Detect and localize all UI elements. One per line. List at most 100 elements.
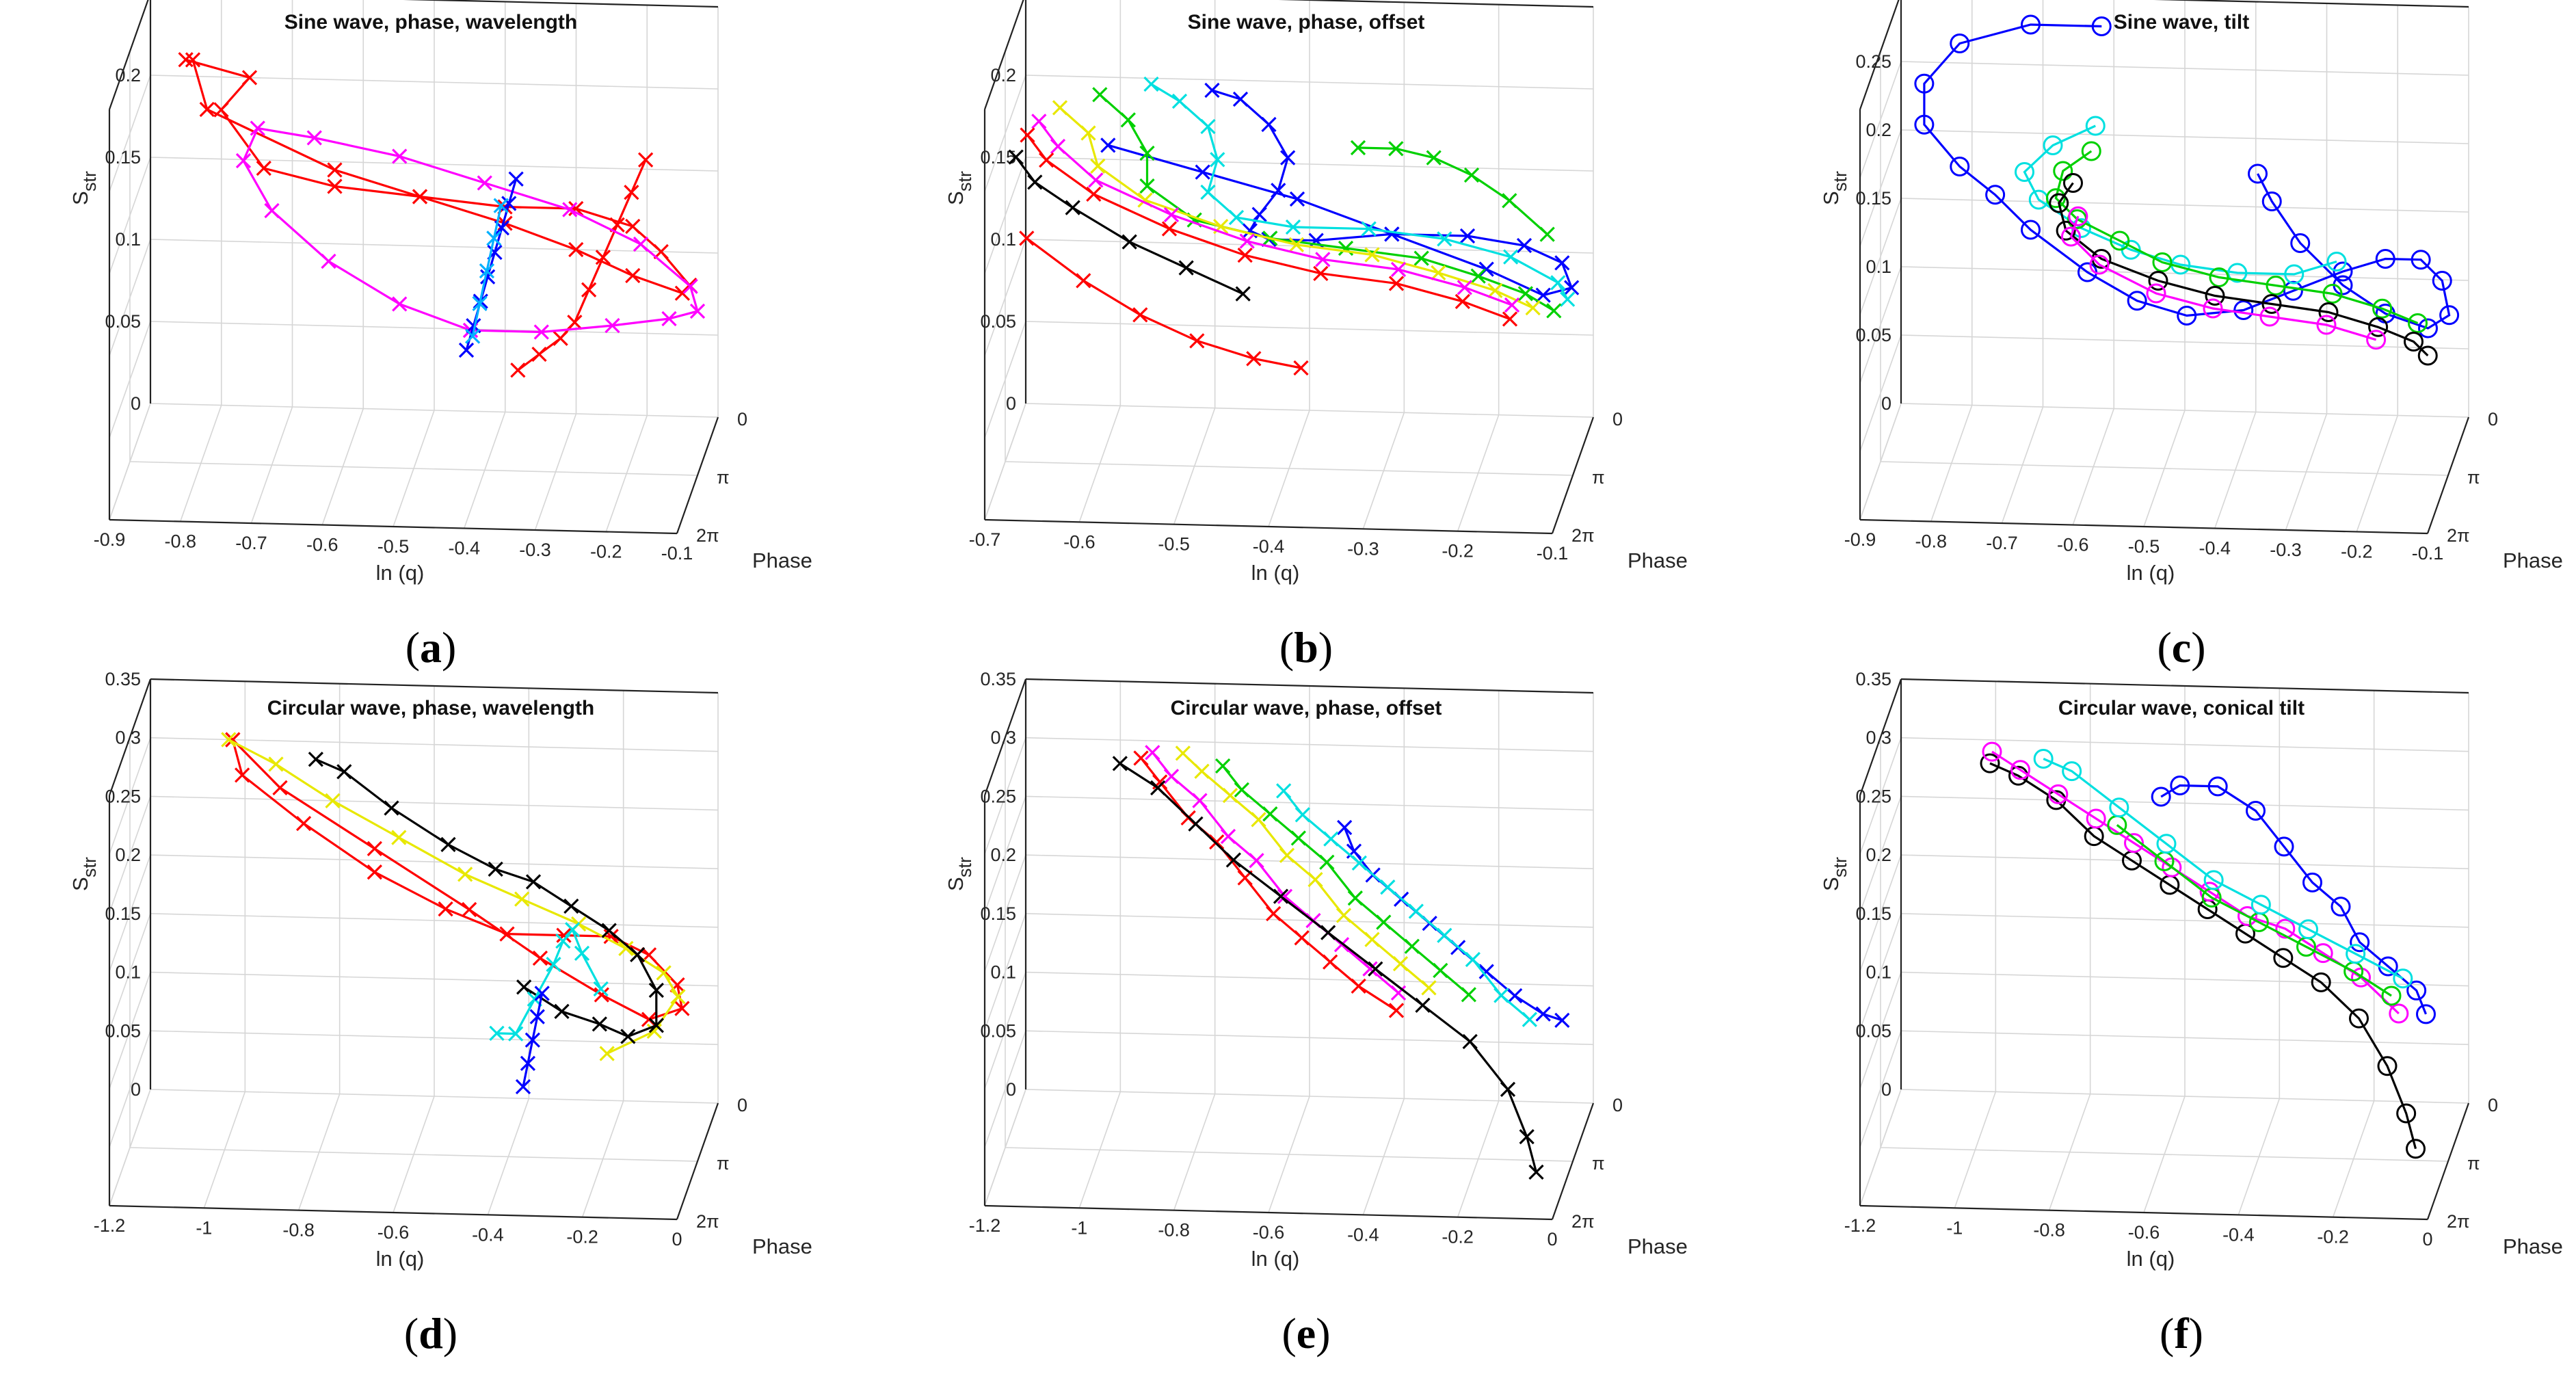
series-cyan bbox=[2033, 748, 2413, 989]
data-point bbox=[185, 52, 201, 68]
data-point bbox=[601, 923, 617, 938]
data-point bbox=[1150, 780, 1166, 796]
data-point bbox=[1039, 153, 1054, 168]
data-point bbox=[1279, 847, 1295, 863]
data-point bbox=[1390, 985, 1407, 1001]
series-magenta bbox=[235, 120, 706, 340]
data-point bbox=[515, 1079, 531, 1095]
data-point bbox=[2274, 836, 2294, 857]
data-point bbox=[1361, 221, 1377, 237]
data-point bbox=[1351, 978, 1366, 994]
chart-panel-b: -0.7 -0.6 -0.5 -0.4 -0.3 -0.2 -0.1 0 0.05 0.1 0.15… bbox=[944, 0, 1688, 672]
panel-tag: (b) bbox=[1279, 623, 1333, 672]
series-red-steep bbox=[510, 152, 654, 378]
data-point bbox=[2227, 263, 2248, 283]
z-axis-label-main: S bbox=[68, 191, 92, 205]
grid-line bbox=[1025, 157, 1594, 172]
axis-edge bbox=[109, 1204, 678, 1221]
data-point bbox=[1376, 914, 1392, 930]
data-point bbox=[1350, 140, 1366, 156]
data-point bbox=[2152, 252, 2173, 272]
series-black bbox=[2049, 173, 2438, 366]
data-point bbox=[1388, 141, 1404, 157]
data-point bbox=[1204, 82, 1220, 98]
chart-panel-c: -0.9 -0.8 -0.7 -0.6 -0.5 -0.4 -0.3 -0.2 -0.1 0 0.0… bbox=[1819, 0, 2563, 672]
data-point bbox=[568, 200, 584, 217]
x-tick-label: -0.9 bbox=[1844, 529, 1876, 550]
axis-edge bbox=[1859, 1204, 2428, 1221]
data-point bbox=[488, 861, 503, 877]
data-point bbox=[514, 891, 530, 907]
series-line bbox=[1150, 83, 1569, 300]
data-point bbox=[1234, 782, 1249, 798]
data-point bbox=[1462, 1033, 1478, 1050]
data-point bbox=[1437, 231, 1452, 247]
x-tick-label: -0.1 bbox=[661, 543, 693, 564]
series-magenta bbox=[1031, 114, 1520, 313]
phase-tick-label: 0 bbox=[2488, 1095, 2498, 1115]
data-point bbox=[367, 841, 382, 857]
series-green bbox=[2045, 141, 2428, 333]
series-magenta bbox=[1982, 741, 2409, 1024]
data-point bbox=[1554, 1012, 1570, 1029]
data-point bbox=[1194, 763, 1210, 779]
data-point bbox=[2048, 784, 2069, 804]
data-point bbox=[1065, 200, 1080, 215]
phase-tick-label: 0 bbox=[737, 1095, 747, 1115]
series-blue bbox=[458, 171, 524, 358]
data-point bbox=[1914, 114, 1935, 135]
data-point bbox=[553, 330, 568, 346]
data-point bbox=[1200, 184, 1216, 200]
x-tick-label: -0.1 bbox=[1537, 543, 1569, 564]
data-point bbox=[2326, 252, 2347, 272]
data-point bbox=[1277, 888, 1293, 904]
z-tick-label: 0.15 bbox=[1855, 188, 1891, 209]
data-point bbox=[556, 927, 572, 943]
z-tick-label: 0 bbox=[1006, 393, 1016, 414]
data-point bbox=[2439, 305, 2460, 326]
data-point bbox=[2372, 298, 2393, 319]
series-line bbox=[496, 927, 602, 1035]
data-point bbox=[1192, 793, 1208, 808]
data-point bbox=[1347, 890, 1363, 906]
data-point bbox=[1516, 237, 1532, 254]
data-point bbox=[2053, 161, 2073, 181]
panel-tag-letter: e bbox=[1297, 1309, 1316, 1358]
data-point bbox=[625, 267, 641, 284]
axis-edge bbox=[983, 0, 1024, 110]
series-line bbox=[1357, 146, 1548, 235]
z-tick-label: 0.1 bbox=[1865, 962, 1891, 983]
data-point bbox=[1019, 230, 1035, 246]
data-point bbox=[567, 315, 583, 330]
data-point bbox=[565, 922, 581, 938]
data-point bbox=[2203, 298, 2223, 319]
series-line bbox=[1107, 89, 1574, 297]
data-point bbox=[2416, 1004, 2436, 1024]
series-yellow bbox=[221, 732, 686, 1061]
data-point bbox=[2203, 870, 2224, 890]
series-line bbox=[185, 58, 691, 295]
data-point bbox=[221, 732, 237, 747]
data-point bbox=[2261, 294, 2282, 314]
data-point bbox=[1560, 291, 1576, 307]
data-point bbox=[2063, 173, 2083, 193]
z-tick-label: 0.2 bbox=[1865, 120, 1891, 140]
data-point bbox=[1288, 237, 1304, 252]
data-point bbox=[1470, 268, 1486, 284]
data-point bbox=[637, 152, 654, 168]
z-tick-label: 0.05 bbox=[1855, 325, 1891, 345]
z-tick-label: 0.15 bbox=[980, 903, 1016, 924]
data-point bbox=[1319, 854, 1335, 870]
x-tick-label: -0.4 bbox=[472, 1224, 504, 1245]
phase-tick-label: 0 bbox=[1612, 1095, 1623, 1115]
grid-line bbox=[1025, 403, 1594, 418]
chart-panel-f: -1.2 -1 -0.8 -0.6 -0.4 -0.2 0 0 0.05 0.1 0.15 0.2 0.… bbox=[1819, 669, 2563, 1358]
axis-edge bbox=[1859, 0, 1900, 110]
z-axis-label-main: S bbox=[1819, 877, 1843, 891]
data-point bbox=[2375, 249, 2395, 269]
data-point bbox=[2411, 250, 2431, 270]
x-tick-label: -0.7 bbox=[235, 533, 267, 553]
data-point bbox=[1323, 831, 1339, 847]
x-tick-label: -0.8 bbox=[2033, 1220, 2065, 1241]
